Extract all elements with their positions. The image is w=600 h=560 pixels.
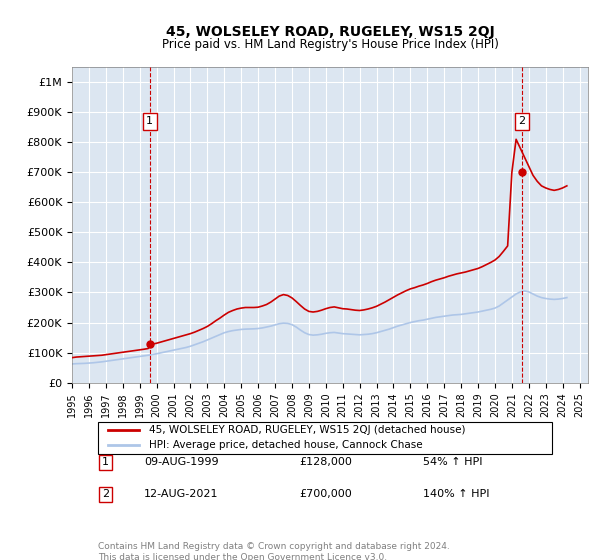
Text: HPI: Average price, detached house, Cannock Chase: HPI: Average price, detached house, Cann… [149, 440, 423, 450]
Text: 54% ↑ HPI: 54% ↑ HPI [423, 458, 482, 468]
Text: 2: 2 [518, 116, 526, 126]
Text: Contains HM Land Registry data © Crown copyright and database right 2024.
This d: Contains HM Land Registry data © Crown c… [98, 542, 449, 560]
Text: £700,000: £700,000 [299, 489, 352, 500]
Text: 12-AUG-2021: 12-AUG-2021 [144, 489, 219, 500]
Text: Price paid vs. HM Land Registry's House Price Index (HPI): Price paid vs. HM Land Registry's House … [161, 38, 499, 51]
Text: 45, WOLSELEY ROAD, RUGELEY, WS15 2QJ (detached house): 45, WOLSELEY ROAD, RUGELEY, WS15 2QJ (de… [149, 426, 466, 436]
Text: 140% ↑ HPI: 140% ↑ HPI [423, 489, 490, 500]
FancyBboxPatch shape [98, 422, 552, 454]
Text: 45, WOLSELEY ROAD, RUGELEY, WS15 2QJ: 45, WOLSELEY ROAD, RUGELEY, WS15 2QJ [166, 25, 494, 39]
Text: 09-AUG-1999: 09-AUG-1999 [144, 458, 219, 468]
Text: 1: 1 [102, 458, 109, 468]
Text: 2: 2 [102, 489, 109, 500]
Text: £128,000: £128,000 [299, 458, 352, 468]
Text: 1: 1 [146, 116, 154, 126]
